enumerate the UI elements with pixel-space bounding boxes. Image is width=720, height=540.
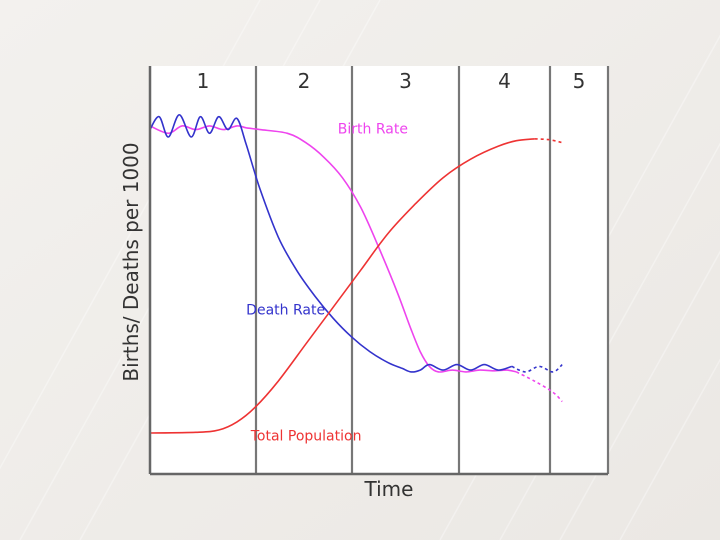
plot-area	[150, 66, 608, 474]
stage-label-5: 5	[573, 69, 586, 93]
x-axis-label: Time	[364, 477, 414, 501]
stage-label-2: 2	[298, 69, 311, 93]
birth-rate-line-projected	[516, 371, 563, 403]
series-labels: Birth Rate Death Rate Total Population	[246, 121, 408, 444]
y-axis-label: Births/ Deaths per 1000	[119, 142, 143, 381]
total-population-line-projected	[534, 138, 563, 144]
stage-label-3: 3	[399, 69, 412, 93]
birth-rate-line	[149, 125, 517, 373]
death-rate-line-projected	[511, 363, 563, 373]
total-population-line	[149, 138, 535, 434]
death-rate-label: Death Rate	[246, 303, 325, 319]
series-lines	[149, 113, 563, 434]
death-rate-line	[149, 113, 513, 373]
birth-rate-label: Birth Rate	[338, 121, 408, 137]
stage-label-4: 4	[498, 69, 511, 93]
stage-labels: 1 2 3 4 5	[197, 69, 586, 93]
stage-label-1: 1	[197, 69, 210, 93]
total-population-label: Total Population	[250, 428, 362, 444]
